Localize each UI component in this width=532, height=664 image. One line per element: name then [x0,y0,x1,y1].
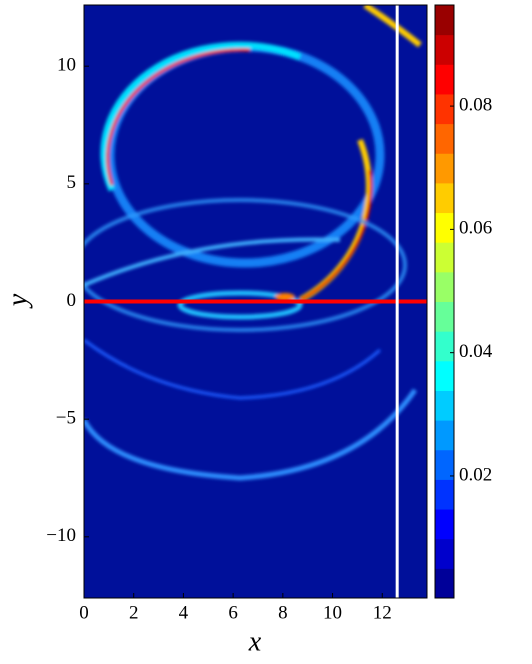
colorbar-level [435,390,454,421]
colorbar-frame [434,4,455,599]
colorbar-level [435,449,454,480]
y-tick-label: 10 [57,55,76,76]
colorbar-level [435,568,454,599]
colorbar-level [435,509,454,540]
colorbar-level [435,212,454,243]
y-axis-label: y [2,293,33,309]
x-tick-label: 8 [278,602,288,623]
x-tick-label: 2 [129,602,139,623]
x-tick-label: 6 [228,602,238,623]
colorbar-level [435,93,454,125]
y-tick-label: −10 [46,525,76,546]
y-tick-label: 5 [67,172,77,193]
colorbar-tick-label: 0.08 [459,94,492,115]
colorbar-level [435,153,454,184]
colorbar-level [435,271,454,302]
plot-frame [83,4,428,599]
field [84,5,422,481]
y-tick-label: 0 [67,290,77,311]
x-tick-label: 12 [373,602,392,623]
colorbar-level [435,301,454,332]
colorbar-level [435,242,454,273]
colorbar-level [435,479,454,510]
colorbar-level [435,182,454,214]
colorbar-level [435,360,454,391]
y-tick-label: −5 [56,408,76,429]
colorbar-level [435,331,454,362]
x-axis-label: x [248,626,262,657]
colorbar-level [435,538,454,569]
colorbar-tick-label: 0.02 [459,464,492,485]
colorbar-tick-label: 0.06 [459,218,492,239]
x-tick-label: 10 [323,602,342,623]
x-tick-label: 0 [79,602,89,623]
colorbar-tick-label: 0.04 [459,341,493,362]
colorbar-level [435,123,454,154]
colorbar-level [435,34,454,65]
colorbar-level [435,420,454,451]
colorbar-level [435,5,454,36]
x-tick-label: 4 [179,602,189,623]
colorbar-level [435,64,454,95]
